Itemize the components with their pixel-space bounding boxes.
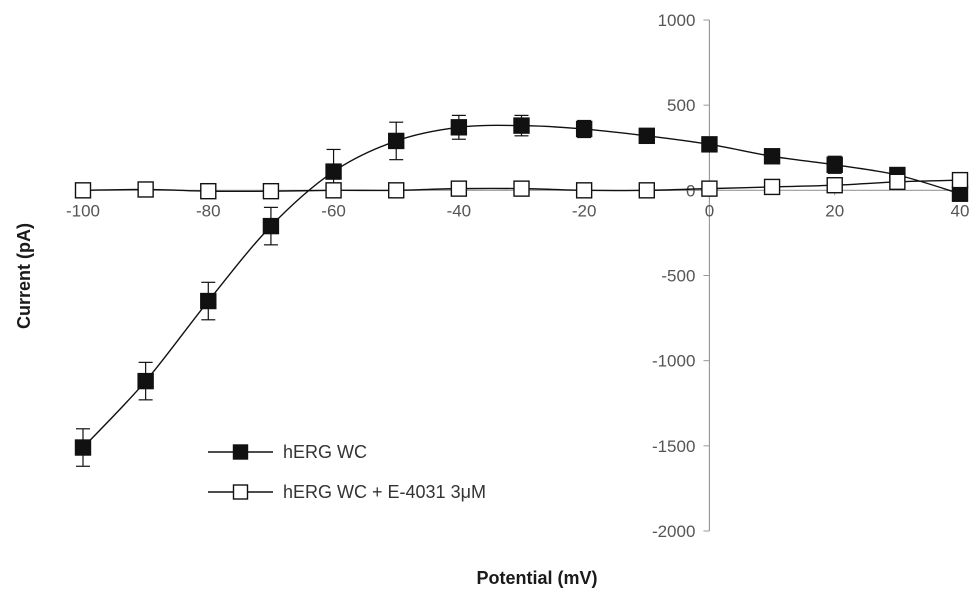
marker-filled-square bbox=[137, 372, 154, 390]
marker-filled-square bbox=[638, 127, 655, 145]
x-tick-label: 40 bbox=[951, 201, 970, 220]
marker-filled-square bbox=[325, 163, 342, 180]
x-tick-label: 0 bbox=[705, 201, 714, 220]
marker-open-square bbox=[951, 171, 969, 189]
marker-filled-square bbox=[575, 120, 593, 138]
marker-open-square bbox=[262, 182, 280, 200]
marker-filled-square bbox=[262, 217, 280, 235]
marker-filled-square bbox=[74, 439, 92, 456]
marker-filled-square bbox=[200, 292, 217, 310]
marker-filled-square bbox=[388, 132, 405, 150]
marker-filled-square bbox=[826, 156, 843, 173]
marker-open-square bbox=[450, 180, 468, 197]
marker-filled-square bbox=[951, 185, 969, 202]
x-tick-label: 20 bbox=[825, 201, 844, 220]
y-tick-label: -2000 bbox=[652, 522, 695, 541]
marker-open-square bbox=[388, 182, 405, 199]
x-tick-label: -20 bbox=[572, 201, 597, 220]
y-tick-label: -500 bbox=[661, 267, 695, 286]
legend: hERG WC hERG WC + E-4031 3μM bbox=[208, 442, 486, 502]
marker-open-square bbox=[137, 181, 154, 198]
x-tick-label: -100 bbox=[66, 201, 100, 220]
marker-open-square bbox=[575, 182, 593, 199]
y-tick-label: 500 bbox=[667, 96, 695, 115]
marker-open-square bbox=[200, 182, 217, 200]
legend-marker-filled-square bbox=[232, 444, 249, 460]
legend-marker-open-square bbox=[232, 484, 249, 500]
y-tick-label: 0 bbox=[686, 181, 695, 200]
marker-open-square bbox=[74, 182, 92, 199]
marker-open-square bbox=[638, 182, 655, 199]
y-tick-label: -1000 bbox=[652, 352, 695, 371]
markers-layer bbox=[74, 117, 969, 456]
marker-open-square bbox=[701, 180, 718, 197]
marker-open-square bbox=[325, 182, 342, 199]
x-tick-label: -60 bbox=[321, 201, 346, 220]
x-axis-title: Potential (mV) bbox=[476, 568, 597, 588]
marker-filled-square bbox=[513, 117, 530, 134]
marker-open-square bbox=[889, 173, 906, 191]
marker-filled-square bbox=[450, 119, 468, 136]
axes-layer: -100 -80 -60 -40 -20 0 20 40 1000 500 0 -500 -1000 -1… bbox=[66, 11, 969, 541]
marker-filled-square bbox=[763, 148, 781, 165]
y-tick-label: 1000 bbox=[658, 11, 696, 30]
legend-label-0: hERG WC bbox=[283, 442, 367, 462]
x-tick-label: -80 bbox=[196, 201, 221, 220]
y-tick-label: -1500 bbox=[652, 437, 695, 456]
marker-open-square bbox=[513, 180, 530, 197]
marker-open-square bbox=[826, 177, 843, 194]
x-tick-label: -40 bbox=[447, 201, 472, 220]
y-axis-title: Current (pA) bbox=[14, 223, 34, 329]
marker-filled-square bbox=[701, 136, 718, 153]
marker-open-square bbox=[763, 178, 781, 196]
legend-label-1: hERG WC + E-4031 3μM bbox=[283, 482, 486, 502]
